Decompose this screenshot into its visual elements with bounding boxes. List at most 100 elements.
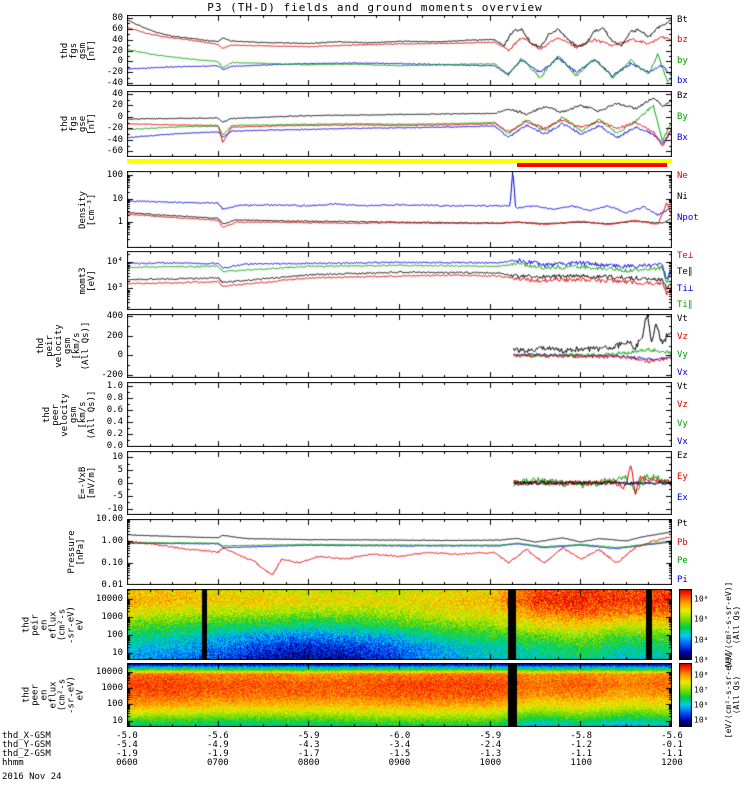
y-tick-label: 10 — [112, 452, 123, 463]
axis-row-value: -1.2 — [570, 740, 592, 750]
axis-row-value: -1.7 — [297, 749, 320, 759]
survey-bar-segment-0 — [127, 159, 672, 163]
axis-row-value: -5.6 — [206, 731, 229, 741]
y-tick-label: 0.0 — [106, 440, 123, 451]
y-tick-label: 10 — [112, 647, 123, 658]
y-tick-label: 1000 — [101, 611, 123, 622]
legend-Vx: Vx — [677, 368, 688, 378]
axis-row-value: 0600 — [116, 758, 138, 768]
axis-row-value: -1.1 — [570, 749, 592, 759]
y-tick-label: 1.00 — [101, 536, 123, 546]
legend-Bt: Bt — [677, 15, 688, 25]
y-tick-label: 10 — [112, 193, 123, 204]
axis-row-value: -5.6 — [661, 731, 683, 741]
panel-ylabel-p10: thd peer en eflux (cm²-s -sr-eV) eV — [21, 676, 86, 714]
y-tick-label: -40 — [106, 134, 123, 145]
y-tick-label: 0.10 — [101, 558, 123, 568]
y-tick-label: -60 — [106, 146, 123, 157]
y-tick-label: 0.8 — [106, 392, 123, 403]
legend-Ti⊥: Ti⊥ — [677, 283, 694, 294]
y-tick-label: -10 — [106, 503, 123, 514]
y-tick-label: 5 — [117, 465, 123, 476]
panel-ylabel-p8: Pressure [nPa] — [66, 530, 86, 574]
axis-row-value: 0900 — [388, 758, 411, 768]
date-label: 2016 Nov 24 — [2, 772, 62, 782]
legend-Vt: Vt — [677, 382, 688, 392]
legend-Vy: Vy — [677, 418, 688, 429]
y-tick-label: 100 — [106, 170, 123, 181]
axis-row-value: -1.1 — [661, 749, 683, 759]
colorbar-tick-label: 10³ — [694, 655, 709, 665]
y-tick-label: -5 — [112, 490, 123, 501]
y-tick-label: 0 — [117, 111, 123, 122]
y-tick-label: 100 — [106, 699, 123, 710]
y-tick-label: 0.4 — [106, 416, 123, 427]
panel-canvas-p2 — [127, 91, 672, 157]
panel-ylabel-p2: thd fgs gse [nT] — [59, 113, 97, 135]
axis-row-value: -6.0 — [388, 731, 411, 741]
survey-bar-segment-1 — [516, 163, 667, 167]
legend-Ey: Ey — [677, 472, 688, 482]
legend-Pt: Pt — [677, 519, 688, 529]
y-tick-label: 20 — [112, 100, 123, 111]
panel-ylabel-p7: E=-VxB [mV/m] — [77, 466, 97, 500]
y-tick-label: 10⁴ — [106, 257, 123, 268]
legend-Pe: Pe — [677, 556, 688, 567]
axis-row-label-2: thd_Z-GSM — [2, 749, 51, 759]
y-tick-label: 0 — [117, 56, 123, 67]
axis-row-label-1: thd_Y-GSM — [2, 740, 51, 750]
axis-row-value: -4.3 — [297, 740, 320, 750]
axis-row-value: -0.1 — [661, 740, 683, 750]
legend-Te∥: Te∥ — [677, 267, 693, 278]
axis-row-value: -5.9 — [479, 731, 502, 741]
axis-row-value: -3.4 — [388, 740, 411, 750]
legend-Vt: Vt — [677, 314, 688, 324]
panel-canvas-p7 — [127, 451, 672, 515]
y-tick-label: 40 — [112, 34, 123, 45]
y-tick-label: 200 — [106, 330, 123, 341]
legend-Pb: Pb — [677, 537, 688, 548]
y-tick-label: 0 — [117, 350, 123, 361]
y-tick-label: 10000 — [95, 666, 123, 677]
legend-Pi: Pi — [677, 575, 688, 585]
y-tick-label: 10000 — [95, 593, 123, 604]
panel-ylabel-p1: thd fgs gsm [nT] — [59, 39, 97, 62]
legend-Ex: Ex — [677, 493, 688, 503]
y-tick-label: 60 — [112, 23, 123, 34]
axis-row-value: 1200 — [661, 758, 683, 768]
panel-ylabel-p6: thd peer velocity gsm [km/s (All Qs)] — [41, 390, 97, 439]
legend-Bx: Bx — [677, 133, 688, 143]
axis-row-value: 1100 — [570, 758, 592, 768]
y-tick-label: -200 — [101, 370, 123, 381]
panel-canvas-p9 — [127, 589, 672, 660]
panel-canvas-p8 — [127, 519, 672, 585]
y-tick-label: 1000 — [101, 683, 123, 694]
axis-row-value: -1.9 — [116, 749, 138, 759]
y-tick-label: 0.01 — [101, 580, 123, 590]
y-tick-label: 80 — [112, 12, 123, 23]
legend-Ti∥: Ti∥ — [677, 300, 693, 310]
panel-canvas-p3 — [127, 171, 672, 248]
legend-Ez: Ez — [677, 451, 688, 461]
panel-canvas-p6 — [127, 382, 672, 447]
panel-canvas-p10 — [127, 663, 672, 727]
y-tick-label: 20 — [112, 45, 123, 56]
y-tick-label: 1.0 — [106, 380, 123, 391]
y-tick-label: 100 — [106, 629, 123, 640]
y-tick-label: 10.00 — [95, 514, 123, 524]
y-tick-label: -20 — [106, 67, 123, 78]
plot-title: P3 (TH-D) fields and ground moments over… — [207, 1, 543, 14]
panel-canvas-p4 — [127, 251, 672, 310]
y-tick-label: 10³ — [106, 283, 123, 294]
legend-Vz: Vz — [677, 400, 688, 411]
colorbar-tick-label: 10⁶ — [694, 700, 709, 710]
axis-row-value: -1.9 — [206, 749, 229, 759]
panel-ylabel-p9: thd peir en eflux (cm²-s -sr-eV) eV — [21, 605, 86, 644]
colorbar-tick-label: 10⁵ — [694, 614, 709, 624]
axis-row-label-3: hhmm — [2, 758, 24, 768]
y-tick-label: 0 — [117, 478, 123, 488]
colorbar-unit-p10: [eV/(cm²-s-sr-eV)] (All Qs) — [724, 651, 741, 739]
axis-row-value: 0700 — [206, 758, 229, 768]
colorbar-tick-label: 10⁵ — [694, 715, 709, 725]
